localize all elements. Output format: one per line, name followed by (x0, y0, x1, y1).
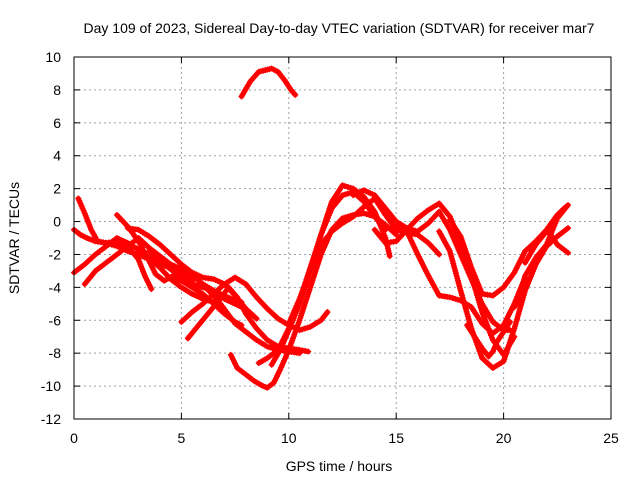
data-point-marker (301, 325, 308, 332)
series-arc-14 (268, 182, 393, 368)
plot-border (73, 56, 612, 420)
y-axis-label: SDTVAR / TECUs (6, 182, 22, 294)
data-point-marker (324, 309, 331, 316)
y-tick-label: 0 (53, 214, 61, 230)
series-trace (228, 210, 399, 391)
y-tick-label: 6 (53, 115, 61, 131)
data-point-marker (191, 281, 198, 288)
data-point-marker (363, 211, 370, 218)
x-tick-label: 5 (178, 430, 186, 446)
x-tick-label: 20 (496, 430, 512, 446)
series-arc-22 (511, 202, 572, 311)
chart-title: Day 109 of 2023, Sidereal Day-to-day VTE… (84, 20, 595, 36)
data-point-marker (565, 225, 572, 232)
data-point-marker (449, 295, 456, 302)
data-point-marker (436, 251, 443, 258)
data-point-marker (299, 326, 306, 333)
data-point-marker (360, 210, 367, 217)
data-point-marker (565, 202, 572, 209)
data-point-marker (342, 191, 349, 198)
series-arc-21 (464, 318, 514, 360)
data-point-marker (347, 184, 354, 191)
data-point-marker (342, 183, 349, 190)
data-point-marker (267, 344, 274, 351)
data-point-marker (446, 294, 453, 301)
y-tick-label: 8 (53, 82, 61, 98)
data-point-marker (197, 283, 204, 290)
y-tick-label: -12 (41, 411, 61, 427)
data-point-marker (292, 91, 299, 98)
data-point-marker (199, 284, 206, 291)
series-arc-11 (227, 210, 400, 391)
x-tick-label: 10 (281, 430, 297, 446)
y-tick-label: -4 (49, 279, 62, 295)
data-point-marker (304, 324, 311, 331)
data-point-marker (194, 282, 201, 289)
series-arc-23 (522, 228, 572, 266)
data-point-marker (344, 183, 351, 190)
data-point-marker (452, 295, 459, 302)
series-arc-12 (238, 65, 299, 100)
data-point-marker (264, 343, 271, 350)
data-point-marker (386, 253, 393, 260)
data-point-marker (339, 192, 346, 199)
y-tick-label: 10 (45, 49, 61, 65)
y-tick-label: -10 (41, 378, 61, 394)
y-tick-label: -2 (49, 246, 62, 262)
x-tick-label: 25 (603, 430, 619, 446)
series-arc-15 (285, 195, 443, 327)
data-point-marker (296, 350, 303, 357)
series-arc-20 (446, 203, 569, 299)
data-point-marker (305, 348, 312, 355)
data-point-marker (269, 345, 276, 352)
data-point-marker (148, 286, 155, 293)
data-point-marker (189, 281, 196, 288)
data-point-marker (565, 249, 572, 256)
data-point-marker (339, 182, 346, 189)
x-tick-label: 0 (70, 430, 78, 446)
y-tick-label: 4 (53, 148, 61, 164)
data-point-marker (454, 296, 461, 303)
x-axis-label: GPS time / hours (286, 458, 393, 474)
data-point-marker (253, 315, 260, 322)
y-tick-label: -6 (49, 312, 62, 328)
series-arc-8 (178, 274, 331, 334)
x-tick-label: 15 (388, 430, 404, 446)
data-point-marker (507, 318, 514, 325)
axis-ticks: 0 5 10 15 20 25 -12 -10 -8 -6 -4 -2 0 2 4 6 8 10 (41, 49, 619, 446)
y-tick-label: 2 (53, 181, 61, 197)
y-tick-label: -8 (49, 345, 62, 361)
series-trace (256, 189, 388, 366)
series-arc-17 (371, 200, 518, 358)
series-layer (71, 65, 572, 391)
data-point-marker (411, 227, 418, 234)
data-point-marker (344, 190, 351, 197)
